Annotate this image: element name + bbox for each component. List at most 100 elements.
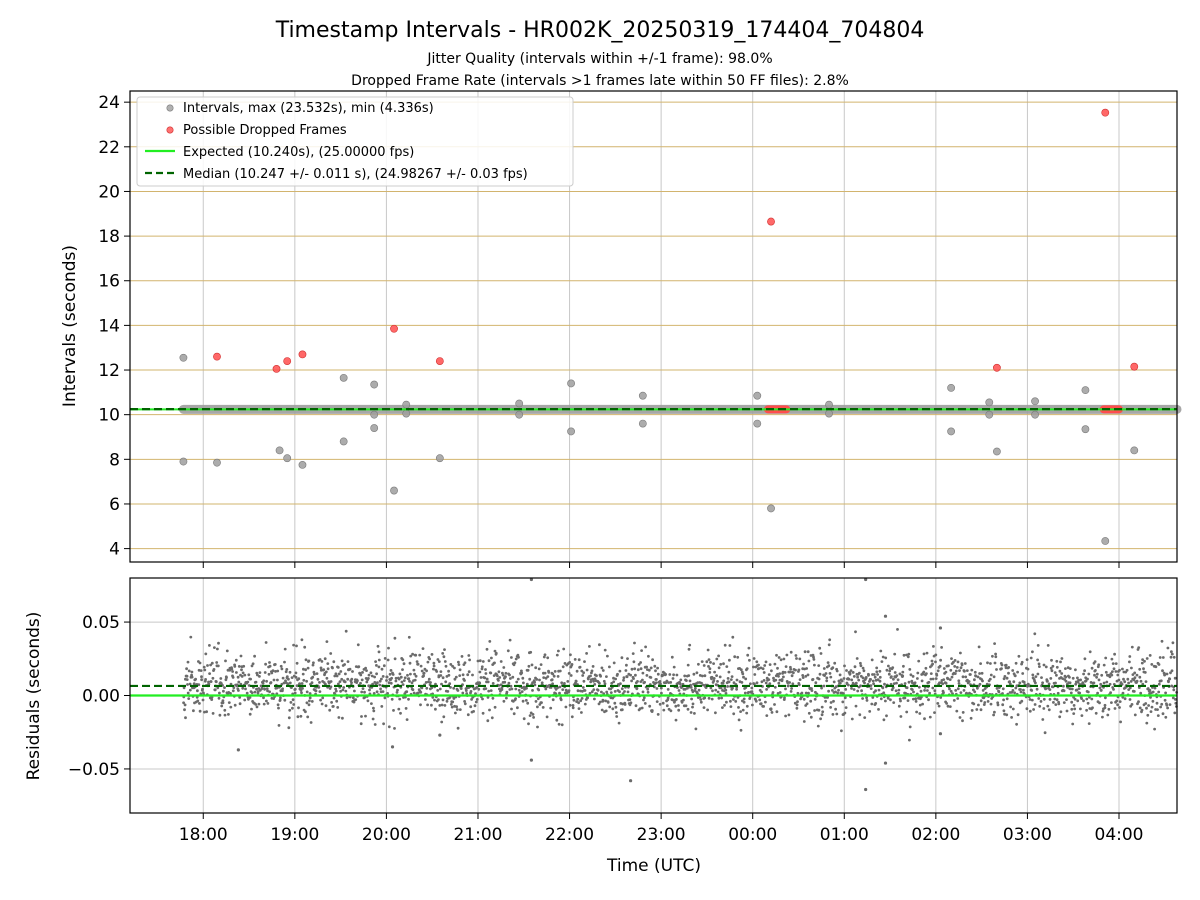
residual-point	[401, 683, 405, 686]
residual-point	[461, 691, 465, 695]
residual-point	[434, 682, 437, 686]
residual-point	[243, 698, 247, 702]
residual-point	[301, 672, 305, 676]
residual-point	[234, 658, 238, 662]
residual-point	[1148, 654, 1152, 657]
residual-point	[1064, 667, 1067, 670]
residual-point	[777, 674, 780, 678]
residual-point	[444, 680, 448, 684]
residual-point	[986, 661, 989, 665]
residual-point	[702, 706, 706, 709]
residual-point	[306, 715, 310, 719]
interval-point-5	[298, 460, 307, 469]
residual-point	[1138, 667, 1142, 671]
residual-point	[1087, 672, 1091, 676]
residual-point	[983, 701, 987, 704]
residual-point	[340, 659, 344, 663]
residual-point	[655, 678, 658, 681]
residual-point	[583, 689, 587, 692]
residual-point	[599, 674, 602, 678]
residual-point	[984, 691, 988, 695]
residual-point	[1062, 684, 1065, 688]
residual-point	[796, 700, 799, 704]
residual-point	[793, 701, 797, 705]
residual-point	[350, 681, 353, 685]
residual-point	[787, 684, 790, 688]
residual-point	[1081, 681, 1085, 684]
residual-point	[782, 657, 786, 661]
residual-point	[478, 670, 482, 674]
residual-point	[560, 723, 564, 727]
residual-point	[672, 673, 675, 677]
residual-point	[955, 666, 959, 669]
residual-point	[536, 705, 539, 709]
residual-point	[1128, 655, 1132, 658]
residual-point	[576, 697, 580, 701]
residual-point	[562, 647, 566, 651]
residual-point	[658, 680, 662, 683]
residual-point	[277, 724, 281, 727]
residual-point	[410, 681, 414, 685]
residual-point	[1161, 669, 1164, 673]
residual-point	[1088, 650, 1092, 654]
residual-outlier-7	[883, 761, 888, 765]
residual-point	[407, 635, 411, 639]
residual-point	[503, 680, 507, 684]
residual-point	[372, 709, 376, 713]
residual-point	[307, 659, 311, 663]
intervals-grid	[130, 91, 1177, 562]
residual-point	[831, 666, 835, 670]
residual-point	[858, 671, 861, 675]
residual-point	[556, 686, 559, 690]
residual-point	[385, 679, 388, 682]
residual-point	[419, 703, 422, 707]
residual-point	[724, 688, 728, 692]
residual-point	[836, 691, 840, 695]
residual-point	[895, 681, 898, 685]
residual-point	[762, 671, 766, 674]
residual-point	[1013, 691, 1016, 695]
residual-point	[731, 686, 734, 690]
residual-point	[975, 708, 979, 711]
residual-point	[1011, 689, 1015, 692]
residual-point	[1102, 681, 1106, 685]
residual-point	[260, 687, 264, 691]
residual-point	[1094, 711, 1098, 715]
residual-point	[706, 708, 709, 712]
residual-point	[642, 698, 645, 702]
residual-point	[632, 677, 635, 680]
residual-point	[817, 708, 821, 712]
residual-point	[712, 679, 716, 683]
residual-point	[741, 708, 745, 712]
residual-point	[1126, 677, 1130, 681]
residual-point	[563, 682, 566, 685]
residual-point	[997, 690, 1001, 694]
residual-point	[381, 675, 385, 678]
residual-point	[707, 658, 711, 661]
residual-point	[719, 662, 723, 666]
residual-point	[931, 662, 934, 666]
residual-point	[714, 711, 717, 715]
residual-point	[1130, 645, 1134, 649]
residual-point	[949, 689, 953, 693]
residual-point	[1172, 655, 1176, 659]
residual-point	[631, 652, 635, 655]
residual-point	[400, 680, 404, 684]
residual-point	[712, 677, 716, 680]
residual-point	[337, 682, 340, 686]
residual-point	[442, 715, 446, 719]
residual-point	[1135, 679, 1139, 683]
residual-point	[742, 700, 746, 704]
residual-point	[1083, 669, 1086, 673]
jitter-quality-subtitle: Jitter Quality (intervals within +/-1 fr…	[426, 51, 772, 67]
residual-point	[581, 674, 585, 677]
residual-point	[1066, 666, 1070, 670]
residual-outlier-2	[883, 614, 888, 618]
residual-point	[192, 682, 196, 686]
residual-point	[1145, 721, 1149, 725]
residual-point	[1123, 680, 1127, 684]
residual-point	[416, 662, 420, 666]
residual-point	[248, 712, 252, 716]
residual-point	[649, 676, 653, 679]
residual-point	[700, 660, 704, 663]
